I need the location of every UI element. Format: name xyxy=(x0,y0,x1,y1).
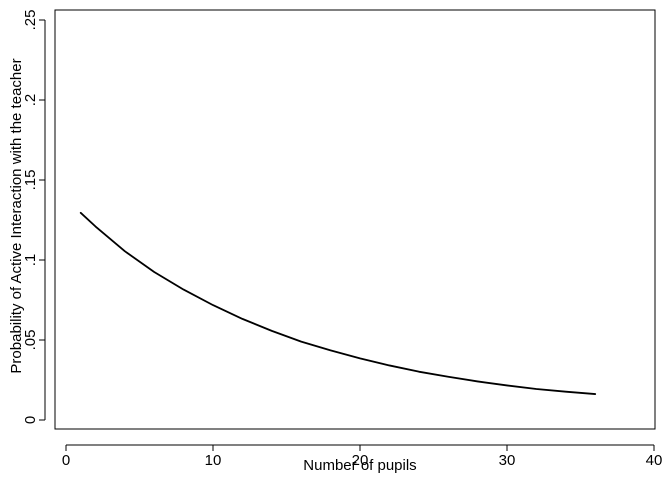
series-layer xyxy=(79,211,597,395)
y-axis-title: Probability of Active Interaction with t… xyxy=(8,58,25,373)
x-tick-label: 30 xyxy=(499,452,516,469)
x-axis: 0 10 20 30 40 xyxy=(62,444,663,469)
y-tick-label: .25 xyxy=(22,10,39,31)
y-tick-label: .1 xyxy=(22,254,39,267)
x-tick-label: 20 xyxy=(352,452,369,469)
x-tick-label: 0 xyxy=(62,452,70,469)
y-tick-label: 0 xyxy=(22,416,39,424)
x-tick-label: 40 xyxy=(646,452,663,469)
y-tick-label: .15 xyxy=(22,170,39,191)
x-tick-label: 10 xyxy=(205,452,222,469)
x-axis-title: Number of pupils xyxy=(303,457,416,474)
plot-frame xyxy=(54,9,656,430)
y-tick-label: .05 xyxy=(22,330,39,351)
series-line xyxy=(79,211,597,395)
y-tick-label: .2 xyxy=(22,94,39,107)
y-axis: 0 .05 .1 .15 .2 .25 xyxy=(22,10,46,424)
